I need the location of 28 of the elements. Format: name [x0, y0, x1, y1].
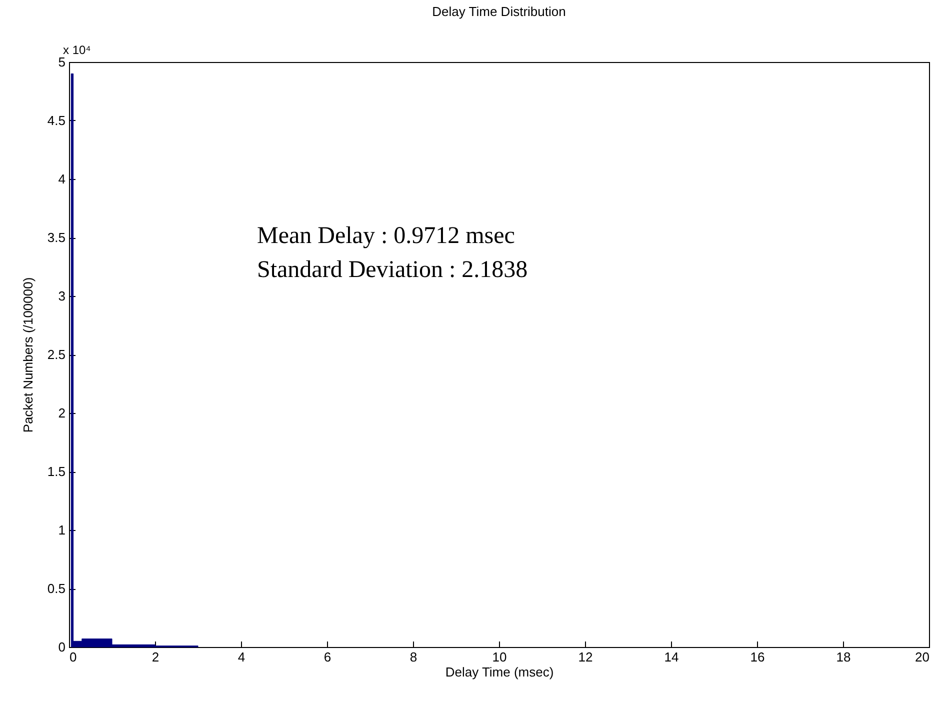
- x-tick-label: 0: [70, 650, 77, 664]
- y-tick-label: 3: [58, 288, 66, 304]
- x-tick-label: 12: [578, 650, 593, 664]
- x-tick-label: 14: [664, 650, 679, 664]
- y-axis-title: Packet Numbers (/100000): [20, 277, 36, 433]
- text: x 10⁴: [63, 43, 91, 57]
- x-tick-label: 10: [492, 650, 507, 664]
- annotation: Standard Deviation : 2.1838: [257, 257, 528, 283]
- y-tick-label: 0.5: [47, 581, 66, 596]
- y-tick-label: 1: [58, 522, 66, 538]
- x-tick-label: 2: [152, 650, 160, 664]
- y-tick-label: 4: [58, 172, 66, 186]
- x-tick-label: 4: [238, 650, 246, 664]
- y-tick-label: 1.5: [47, 464, 66, 479]
- y-tick-label: 0: [58, 640, 66, 654]
- y-tick-label: 3.5: [47, 230, 66, 245]
- x-axis-title: Delay Time (msec): [445, 664, 554, 680]
- y-tick-label: 4.5: [47, 113, 66, 128]
- x-tick-label: 20: [915, 650, 930, 664]
- x-tick-label: 16: [750, 650, 765, 664]
- y-tick-label: 2: [58, 406, 66, 420]
- y-tick-label: 5: [58, 54, 66, 70]
- chart-title: Delay Time Distribution: [432, 4, 566, 19]
- x-tick-label: 6: [324, 650, 332, 664]
- x-tick-label: 8: [410, 650, 418, 664]
- annotation: Mean Delay : 0.9712 msec: [257, 223, 515, 249]
- y-tick-label: 2.5: [47, 347, 66, 362]
- x-tick-label: 18: [836, 650, 851, 664]
